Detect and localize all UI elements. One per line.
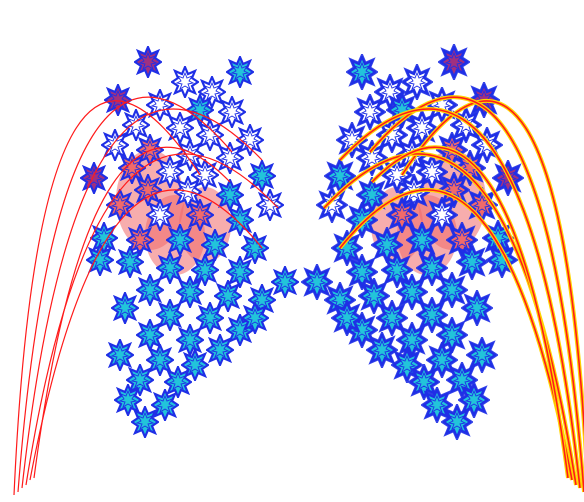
- star-burst-icon: [106, 189, 134, 221]
- left-panel: [13, 46, 299, 496]
- star-burst-icon: [241, 302, 269, 334]
- star-burst-icon: [226, 204, 254, 236]
- star-burst-icon: [114, 384, 142, 416]
- star-burst-icon: [90, 222, 118, 254]
- star-burst-icon: [134, 46, 162, 78]
- star-burst-icon: [303, 266, 331, 298]
- star-burst-icon: [101, 129, 129, 161]
- star-burst-icon: [191, 254, 219, 286]
- star-burst-icon: [146, 199, 174, 231]
- star-burst-icon: [206, 334, 234, 366]
- star-burst-icon: [463, 292, 491, 324]
- star-burst-icon: [226, 256, 254, 288]
- star-burst-icon: [122, 109, 150, 141]
- star-burst-icon: [80, 162, 108, 194]
- star-burst-icon: [156, 299, 184, 331]
- star-burst-icon: [388, 199, 416, 231]
- star-burst-icon: [440, 46, 468, 78]
- star-burst-icon: [428, 199, 456, 231]
- right-panel: [301, 44, 584, 493]
- star-burst-icon: [333, 302, 361, 334]
- star-burst-icon: [398, 324, 426, 356]
- star-burst-icon: [134, 174, 162, 206]
- star-burst-icon: [218, 96, 246, 128]
- star-burst-icon: [136, 274, 164, 306]
- star-burst-icon: [104, 84, 132, 116]
- star-burst-icon: [438, 274, 466, 306]
- star-burst-icon: [176, 324, 204, 356]
- curve-arc: [339, 189, 573, 481]
- star-burst-icon: [403, 66, 431, 98]
- curve-arc: [25, 153, 279, 486]
- star-burst-icon: [106, 339, 134, 371]
- star-burst-icon: [443, 406, 471, 438]
- star-burst-icon: [166, 112, 194, 144]
- star-burst-icon: [410, 366, 438, 398]
- curve-arc: [13, 100, 201, 496]
- star-burst-icon: [164, 366, 192, 398]
- star-burst-icon: [151, 389, 179, 421]
- star-burst-icon: [174, 176, 202, 208]
- star-burst-icon: [111, 292, 139, 324]
- star-burst-icon: [458, 246, 486, 278]
- star-burst-icon: [241, 232, 269, 264]
- star-burst-icon: [248, 160, 276, 192]
- curve-arc: [401, 100, 584, 438]
- star-burst-icon: [468, 339, 496, 371]
- star-burst-icon: [256, 189, 284, 221]
- star-burst-icon: [118, 152, 146, 184]
- curve-arc: [339, 108, 581, 489]
- star-burst-icon: [186, 199, 214, 231]
- curve-arc: [33, 146, 231, 479]
- star-burst-icon: [271, 266, 299, 298]
- star-burst-icon: [318, 189, 346, 221]
- star-burst-icon: [171, 66, 199, 98]
- star-burst-icon: [348, 56, 376, 88]
- star-burst-icon: [423, 389, 451, 421]
- star-burst-icon: [116, 246, 144, 278]
- curve-arc: [371, 146, 569, 479]
- star-burst-icon: [368, 334, 396, 366]
- star-burst-icon: [226, 56, 254, 88]
- star-burst-icon: [166, 224, 194, 256]
- curve-arc: [29, 189, 263, 481]
- star-burst-icon: [131, 406, 159, 438]
- star-burst-icon: [86, 244, 114, 276]
- star-burst-icon: [383, 254, 411, 286]
- curve-arc: [21, 108, 263, 489]
- star-burst-icon: [356, 96, 384, 128]
- curve-arc: [323, 153, 577, 486]
